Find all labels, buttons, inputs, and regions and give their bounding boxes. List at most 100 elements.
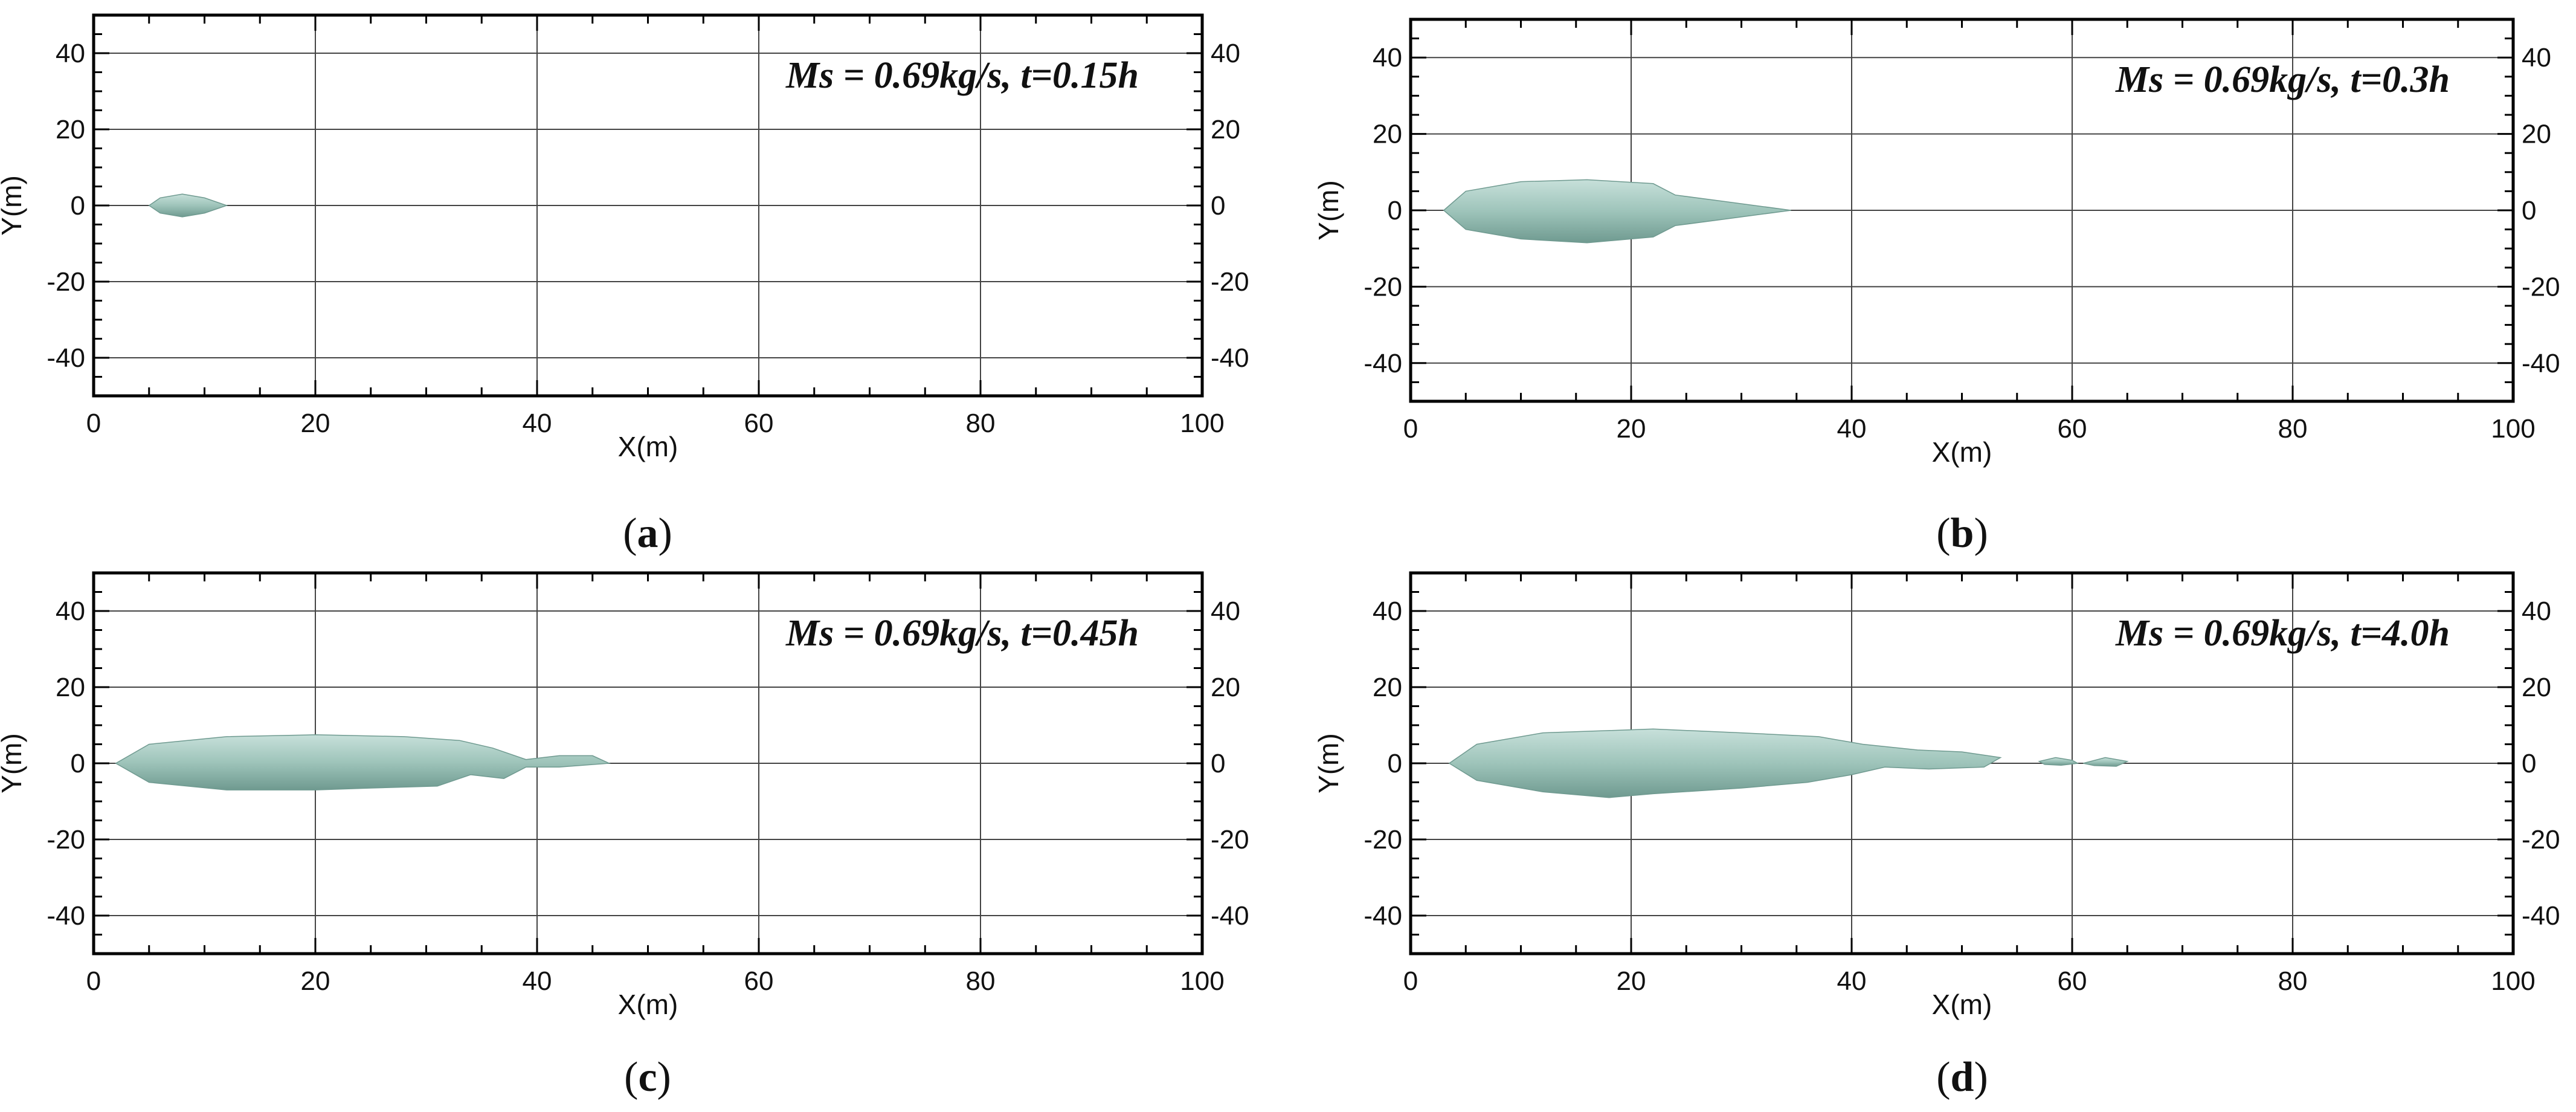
y-tick-label-right: 40 [2522, 43, 2551, 73]
chart-panel-a: 0 20 40 60 80 100 -40 -40 -20 -20 0 0 20 20 40 40 X(m) Y(… [0, 13, 1249, 557]
y-tick-label-right: 40 [1211, 39, 1240, 68]
x-tick-label: 20 [301, 409, 330, 438]
y-tick-label-right: 20 [1211, 673, 1240, 702]
y-tick-label-left: 0 [1388, 749, 1402, 778]
x-tick-label: 40 [523, 966, 552, 996]
y-tick-label-right: -20 [1211, 825, 1249, 855]
y-tick-label-left: 40 [1373, 596, 1402, 626]
x-tick-label: 40 [1837, 966, 1867, 996]
x-tick-label: 20 [1617, 966, 1646, 996]
plume-outline [148, 193, 228, 218]
x-tick-label: 0 [86, 966, 101, 996]
y-tick-label-right: -40 [2522, 901, 2560, 931]
y-tick-label-left: -40 [1364, 901, 1402, 931]
x-tick-label: 80 [2278, 414, 2308, 444]
plume-group [1443, 179, 1791, 244]
y-tick-label-right: 0 [1211, 749, 1225, 778]
chart-panel-b: 0 20 40 60 80 100 -40 -40 -20 -20 0 0 20 20 40 40 X(m) Y(… [1313, 18, 2560, 557]
panel-caption: (a) [623, 510, 672, 557]
plume-group [148, 193, 228, 218]
x-tick-label: 60 [744, 409, 774, 438]
x-axis-label: X(m) [618, 431, 678, 462]
y-tick-label-left: -20 [1364, 825, 1402, 855]
x-tick-label: 100 [1180, 409, 1224, 438]
panel-caption: (c) [624, 1054, 671, 1101]
y-axis-label: Y(m) [1313, 733, 1344, 794]
x-tick-label: 80 [966, 966, 996, 996]
y-tick-label-right: -40 [2522, 349, 2560, 378]
y-tick-label-left: -20 [47, 267, 85, 297]
plume-outline [1443, 179, 1791, 244]
panel-annotation: Ms = 0.69kg/s, t=0.3h [2115, 59, 2450, 100]
y-tick-label-left: -20 [1364, 272, 1402, 302]
x-axis-label: X(m) [618, 989, 678, 1020]
panel-caption: (d) [1936, 1054, 1988, 1101]
y-tick-label-left: 40 [56, 39, 85, 68]
plume-outline [115, 734, 611, 790]
plume-outline [1448, 728, 2002, 798]
plume-fragment [2038, 757, 2079, 766]
y-tick-label-right: -40 [1211, 901, 1249, 931]
y-tick-label-left: 0 [71, 749, 85, 778]
y-tick-label-right: -20 [2522, 825, 2560, 855]
x-tick-label: 60 [744, 966, 774, 996]
caption-letter: a [637, 510, 658, 557]
panel-annotation: Ms = 0.69kg/s, t=0.15h [785, 55, 1139, 96]
y-tick-label-left: 0 [1388, 196, 1402, 225]
plume-fragment [2083, 757, 2129, 767]
y-tick-label-right: 0 [2522, 196, 2536, 225]
x-tick-label: 0 [1403, 966, 1418, 996]
y-tick-label-left: 0 [71, 191, 85, 221]
y-tick-label-left: -40 [1364, 349, 1402, 378]
caption-letter: d [1951, 1054, 1974, 1101]
x-tick-label: 100 [2491, 966, 2535, 996]
y-tick-label-right: 40 [2522, 596, 2551, 626]
y-tick-label-left: -40 [47, 901, 85, 931]
y-tick-label-left: 20 [1373, 673, 1402, 702]
y-tick-label-right: -20 [1211, 267, 1249, 297]
chart-panel-d: 0 20 40 60 80 100 -40 -40 -20 -20 0 0 20 20 40 40 X(m) Y(… [1313, 571, 2560, 1101]
chart-panel-c: 0 20 40 60 80 100 -40 -40 -20 -20 0 0 20 20 40 40 X(m) Y(… [0, 571, 1249, 1101]
y-tick-label-right: 20 [2522, 673, 2551, 702]
y-tick-label-right: -20 [2522, 272, 2560, 302]
x-axis-label: X(m) [1932, 989, 1992, 1020]
x-tick-label: 0 [1403, 414, 1418, 444]
y-tick-label-left: -40 [47, 343, 85, 373]
y-tick-label-right: 0 [1211, 191, 1225, 221]
panel-annotation: Ms = 0.69kg/s, t=0.45h [785, 613, 1139, 654]
x-tick-label: 20 [301, 966, 330, 996]
panel-annotation: Ms = 0.69kg/s, t=4.0h [2115, 613, 2450, 654]
y-tick-label-left: 40 [56, 596, 85, 626]
y-tick-label-right: 20 [2522, 120, 2551, 149]
x-tick-label: 80 [966, 409, 996, 438]
y-tick-label-right: -40 [1211, 343, 1249, 373]
caption-letter: c [638, 1054, 657, 1101]
x-tick-label: 60 [2058, 966, 2087, 996]
panels-group: 0 20 40 60 80 100 -40 -40 -20 -20 0 0 20 20 40 40 X(m) Y(… [0, 13, 2560, 1101]
plume-group [1448, 728, 2129, 798]
panel-caption: (b) [1936, 510, 1988, 557]
y-axis-label: Y(m) [0, 733, 27, 794]
x-axis-label: X(m) [1932, 436, 1992, 468]
y-tick-label-left: 20 [1373, 120, 1402, 149]
y-tick-label-left: 40 [1373, 43, 1402, 73]
x-tick-label: 100 [2491, 414, 2535, 444]
y-tick-label-left: 20 [56, 115, 85, 144]
y-tick-label-right: 20 [1211, 115, 1240, 144]
x-tick-label: 60 [2058, 414, 2087, 444]
caption-letter: b [1951, 510, 1974, 557]
y-tick-label-right: 0 [2522, 749, 2536, 778]
x-tick-label: 80 [2278, 966, 2308, 996]
y-tick-label-right: 40 [1211, 596, 1240, 626]
y-axis-label: Y(m) [0, 175, 27, 236]
x-tick-label: 40 [523, 409, 552, 438]
x-tick-label: 0 [86, 409, 101, 438]
y-tick-label-left: 20 [56, 673, 85, 702]
x-tick-label: 20 [1617, 414, 1646, 444]
y-axis-label: Y(m) [1313, 180, 1344, 241]
plume-group [115, 734, 611, 790]
y-tick-label-left: -20 [47, 825, 85, 855]
x-tick-label: 100 [1180, 966, 1224, 996]
x-tick-label: 40 [1837, 414, 1867, 444]
